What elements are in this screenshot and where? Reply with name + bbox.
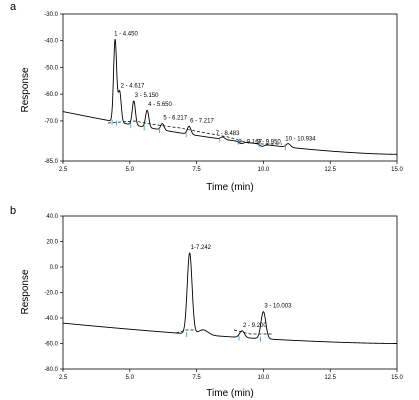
y-tick-label: -20.0: [44, 291, 58, 297]
y-axis-title: Response: [20, 67, 31, 112]
y-tick-label: -50.0: [44, 65, 58, 71]
y-tick-label: 0.0: [50, 265, 59, 271]
y-ticks: -30.0 -40.0 -50.0 -60.0 -70.0 -85.0: [44, 12, 63, 165]
peak-label: 1-7.242: [191, 245, 212, 251]
trace-line: [62, 252, 398, 344]
x-axis-title: Time (min): [206, 182, 253, 193]
baseline-dashed: [175, 329, 196, 334]
y-tick-label: -30.0: [44, 12, 58, 18]
peak-label: 3 - 10.003: [264, 304, 292, 310]
y-tick-label: -85.0: [44, 159, 58, 165]
x-tick-label: 10.0: [258, 167, 270, 173]
x-tick-label: 7.5: [192, 167, 201, 173]
y-tick-label: -40.0: [44, 39, 58, 45]
x-tick-label: 10.0: [258, 375, 270, 381]
peak-labels: 1-7.242 2 - 9.200 3 - 10.003: [186, 245, 292, 342]
peak-label: 1 - 4.450: [114, 31, 138, 37]
x-tick-label: 12.5: [324, 375, 336, 381]
trace-line: [62, 39, 398, 155]
y-tick-label: -60.0: [44, 92, 58, 98]
x-tick-label: 15.0: [391, 167, 403, 173]
x-tick-label: 2.5: [59, 167, 68, 173]
chromatogram-trace: [62, 252, 398, 344]
y-axis-title: Response: [20, 269, 31, 314]
peak-label: 5 - 6.217: [163, 116, 187, 122]
x-tick-label: 15.0: [391, 375, 403, 381]
peak-label: 10 - 10.934: [285, 137, 316, 143]
chart-panel-a: a Response Time (min) 2.5 5.0 7.5 10.0 12.5 1…: [10, 1, 403, 193]
y-tick-label: 20.0: [46, 240, 58, 246]
plot-frame: [62, 215, 398, 370]
y-tick-label: 40.0: [46, 214, 58, 220]
y-ticks: 40.0 20.0 0.0 -20.0 -40.0 -60.0 -80.0: [44, 214, 63, 373]
chromatogram-trace: [62, 39, 398, 155]
x-tick-label: 5.0: [126, 167, 135, 173]
y-tick-label: -80.0: [44, 367, 58, 373]
x-ticks: 2.5 5.0 7.5 10.0 12.5 15.0: [59, 369, 403, 381]
x-tick-label: 2.5: [59, 375, 68, 381]
peak-label: 9 - 9.950: [257, 139, 281, 145]
peak-label: 3 - 5.150: [135, 93, 159, 99]
peak-label: 6 - 7.217: [190, 118, 214, 124]
peak-labels: 1 - 4.450 2 - 4.617 3 - 5.150 4 - 5.650 5 - …: [111, 31, 316, 151]
peak-label: 7 - 8.483: [216, 131, 240, 137]
x-tick-label: 5.0: [126, 375, 135, 381]
baseline-dashed: [233, 329, 272, 335]
chart-panel-b: b Response Time (min) 2.5 5.0 7.5 10.0 12.5 1…: [10, 205, 403, 399]
peak-label: 4 - 5.650: [148, 102, 172, 108]
panel-label: a: [10, 1, 17, 13]
plot-frame: [62, 13, 398, 162]
x-ticks: 2.5 5.0 7.5 10.0 12.5 15.0: [59, 161, 403, 173]
y-tick-label: -60.0: [44, 342, 58, 348]
x-axis-title: Time (min): [206, 388, 253, 399]
x-tick-label: 7.5: [192, 375, 201, 381]
peak-label: 2 - 9.200: [243, 323, 267, 329]
y-tick-label: -40.0: [44, 316, 58, 322]
peak-label: 2 - 4.617: [121, 84, 145, 90]
y-tick-label: -70.0: [44, 119, 58, 125]
panel-label: b: [10, 205, 16, 217]
x-tick-label: 12.5: [324, 167, 336, 173]
peak-label: 8 - 9.167: [238, 140, 262, 146]
